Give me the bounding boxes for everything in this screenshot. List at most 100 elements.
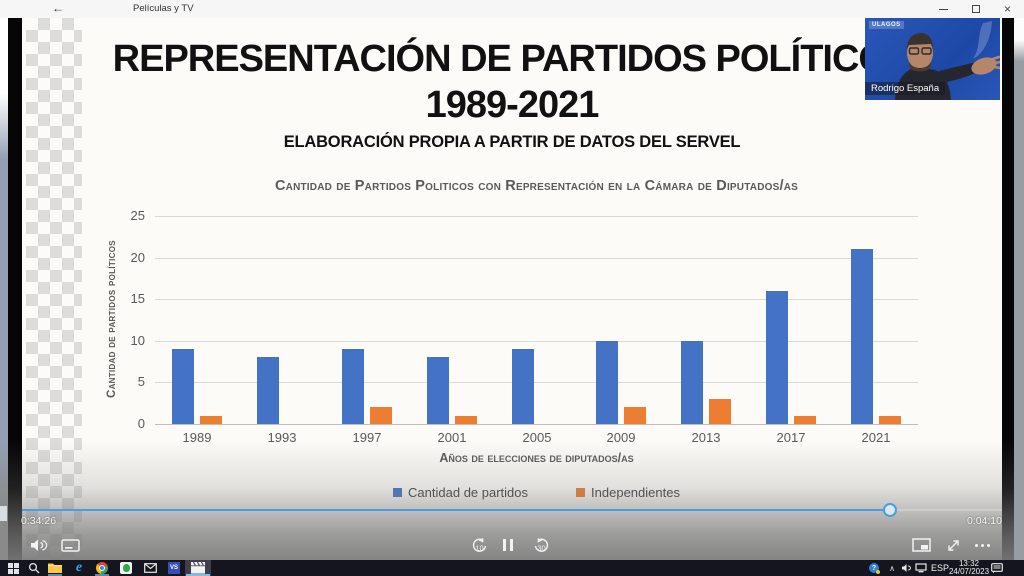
bar-cantidad-de-partidos-2005 xyxy=(512,349,534,424)
y-tick-label-10: 10 xyxy=(130,333,145,348)
fullscreen-icon xyxy=(947,539,959,551)
taskbar-chrome[interactable] xyxy=(91,560,113,576)
search-icon xyxy=(28,562,40,574)
video-pillarbox-right xyxy=(1002,18,1014,560)
skip-forward-button[interactable]: 30 xyxy=(530,536,552,554)
desktop-edge-right xyxy=(1014,18,1024,560)
svg-text:10: 10 xyxy=(475,543,483,552)
subtitles-icon xyxy=(60,538,80,552)
bar-independientes-2017 xyxy=(794,416,816,424)
app-titlebar: ← Películas y TV × xyxy=(0,0,1024,18)
bar-independientes-2009 xyxy=(624,407,646,424)
minimize-button[interactable] xyxy=(928,0,959,18)
y-tick-label-15: 15 xyxy=(130,291,145,306)
tray-action-center[interactable] xyxy=(989,560,1005,576)
bar-cantidad-de-partidos-1997 xyxy=(342,349,364,424)
maximize-icon xyxy=(971,5,980,13)
mini-view-button[interactable] xyxy=(910,536,932,554)
remaining-time: 0:04:10 xyxy=(966,515,1002,527)
more-options-icon xyxy=(974,543,990,547)
skip-back-button[interactable]: 10 xyxy=(468,536,490,554)
chevron-up-icon: ∧ xyxy=(889,563,895,573)
mail-icon xyxy=(143,563,157,573)
taskbar-green-app[interactable] xyxy=(115,560,137,576)
svg-text:30: 30 xyxy=(537,543,545,552)
fullscreen-button[interactable] xyxy=(944,536,962,554)
skip-forward-30-icon: 30 xyxy=(534,537,548,552)
elapsed-time: 0:34:26 xyxy=(21,515,57,527)
taskbar-movies-tv[interactable] xyxy=(185,560,211,576)
tray-language[interactable]: ESP xyxy=(930,560,950,576)
ulagos-logo: ULAGOS xyxy=(869,21,904,29)
bar-cantidad-de-partidos-1993 xyxy=(257,357,279,424)
slide-title-line1: REPRESENTACIÓN DE PARTIDOS POLÍTICOS xyxy=(112,38,913,80)
close-icon: × xyxy=(1003,2,1011,16)
bar-independientes-2001 xyxy=(455,416,477,424)
x-axis-line xyxy=(155,424,918,425)
taskbar-internet-explorer[interactable]: e xyxy=(68,560,90,576)
minimize-icon xyxy=(939,8,948,10)
slide-title-block: REPRESENTACIÓN DE PARTIDOS POLÍTICOS 198… xyxy=(62,36,962,152)
back-button[interactable]: ← xyxy=(52,1,64,15)
skip-back-10-icon: 10 xyxy=(472,537,486,552)
taskbar-visual-studio[interactable]: VS xyxy=(163,560,185,576)
gridline-y20 xyxy=(155,258,918,259)
seek-bar-fill xyxy=(22,509,891,511)
y-tick-label-0: 0 xyxy=(137,416,145,431)
tray-volume[interactable] xyxy=(899,560,913,576)
seek-bar[interactable] xyxy=(22,503,1002,517)
y-tick-label-20: 20 xyxy=(130,250,145,265)
more-options-button[interactable] xyxy=(970,536,994,554)
video-pillarbox-left xyxy=(8,18,22,560)
taskbar-file-explorer[interactable] xyxy=(44,560,66,576)
tray-network[interactable] xyxy=(913,560,929,576)
presenter-name-tag: Rodrigo España xyxy=(865,82,946,95)
pause-icon xyxy=(503,539,513,551)
movies-tv-icon xyxy=(191,562,205,574)
bar-cantidad-de-partidos-2001 xyxy=(427,357,449,424)
bar-cantidad-de-partidos-2021 xyxy=(851,249,873,424)
green-app-icon xyxy=(120,562,132,574)
tray-help-app[interactable]: ? xyxy=(866,560,882,576)
volume-button[interactable] xyxy=(27,536,49,554)
clock-date: 24/07/2023 xyxy=(948,567,990,576)
seek-handle[interactable] xyxy=(883,503,898,517)
y-tick-label-25: 25 xyxy=(130,208,145,223)
action-center-icon xyxy=(991,562,1003,573)
taskbar: e VS ? xyxy=(0,558,1024,576)
maximize-button[interactable] xyxy=(960,0,991,18)
bar-independientes-1989 xyxy=(200,416,222,424)
bar-independientes-2013 xyxy=(709,399,731,424)
bar-independientes-1997 xyxy=(370,407,392,424)
help-icon: ? xyxy=(869,563,880,574)
chart-y-axis-title: Cantidad de partidos políticos xyxy=(106,240,118,398)
webcam-overlay: ULAGOS Rodrigo España xyxy=(865,17,1000,100)
pause-button[interactable] xyxy=(501,536,515,554)
mini-view-icon xyxy=(911,538,931,552)
tray-clock[interactable]: 13:32 24/07/2023 xyxy=(948,558,990,576)
language-label: ESP xyxy=(930,563,949,573)
slide-subtitle: ELABORACIÓN PROPIA A PARTIR DE DATOS DEL… xyxy=(283,133,741,151)
taskbar-search-button[interactable] xyxy=(23,560,45,576)
gridline-y5 xyxy=(155,382,918,383)
y-tick-label-5: 5 xyxy=(137,374,145,389)
active-app-indicator xyxy=(186,574,210,576)
subtitles-button[interactable] xyxy=(59,536,81,554)
windows-logo-icon xyxy=(7,562,19,574)
start-button[interactable] xyxy=(2,560,24,576)
gridline-y10 xyxy=(155,341,918,342)
bar-independientes-2021 xyxy=(879,416,901,424)
internet-explorer-icon: e xyxy=(75,560,83,575)
bar-cantidad-de-partidos-2013 xyxy=(681,341,703,424)
desktop-edge-highlight xyxy=(0,506,7,521)
taskbar-mail[interactable] xyxy=(139,560,161,576)
bar-cantidad-de-partidos-2017 xyxy=(766,291,788,424)
close-button[interactable]: × xyxy=(992,0,1023,18)
clock-time: 13:32 xyxy=(958,558,980,568)
bar-cantidad-de-partidos-1989 xyxy=(172,349,194,424)
desktop-edge-left xyxy=(0,18,8,560)
chart-title: Cantidad de Partidos Politicos con Repre… xyxy=(274,178,798,194)
open-app-indicator xyxy=(95,574,109,576)
tray-show-hidden-icons[interactable]: ∧ xyxy=(885,560,899,576)
